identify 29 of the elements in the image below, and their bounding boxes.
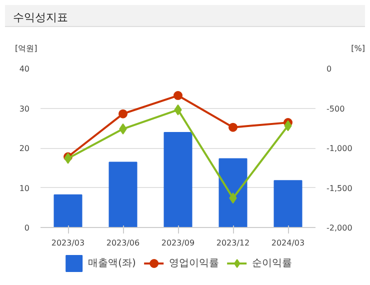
y-tick-label: 30: [19, 104, 30, 114]
legend-label: 순이익률: [252, 257, 292, 270]
y-tick-label: 40: [19, 64, 30, 74]
y-tick-label: 20: [19, 144, 30, 153]
legend-label: 매출액(좌): [88, 257, 136, 270]
x-tick-label: 2024/03: [271, 238, 305, 248]
y-axis-title: [억원]: [15, 43, 38, 54]
chart-title: 수익성지표: [13, 10, 68, 26]
y2-tick-label: -1,500: [326, 184, 352, 193]
bar: [108, 162, 138, 228]
x-tick-label: 2023/06: [106, 238, 140, 248]
x-tick-label: 2023/12: [216, 238, 250, 248]
y2-tick-label: -1,000: [326, 144, 352, 153]
bar: [218, 158, 248, 228]
y2-axis-title: [%]: [351, 43, 365, 54]
bar: [274, 180, 302, 228]
bar: [164, 132, 192, 228]
y-tick-label: 0: [24, 224, 30, 232]
x-tick-label: 2023/09: [161, 238, 195, 248]
x-tick-label: 2023/03: [51, 238, 85, 248]
y2-tick-label: -500: [326, 104, 345, 114]
point: [174, 91, 182, 100]
bar: [54, 194, 82, 228]
y-tick-label: 10: [19, 184, 30, 193]
legend-label: 영업이익률: [168, 257, 219, 270]
y2-tick-label: -2,000: [326, 224, 352, 232]
y2-tick-label: 0: [326, 64, 332, 74]
point: [118, 109, 128, 118]
point: [228, 122, 238, 132]
